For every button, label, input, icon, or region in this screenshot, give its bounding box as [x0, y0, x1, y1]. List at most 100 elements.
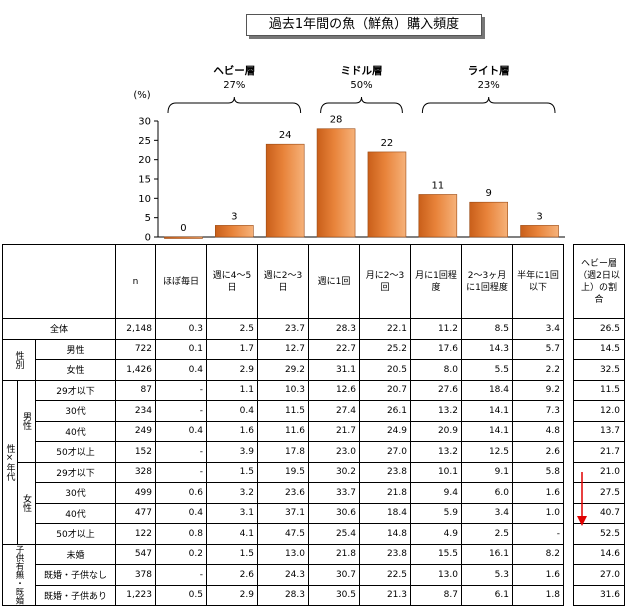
heavy-ratio-table: ヘビー層（週2日以上）の割合 26.5 14.5 32.5 11.5 12.0 13.7 2…	[573, 244, 625, 606]
cell-value: 17.6	[410, 338, 462, 360]
cell-value: 14.1	[461, 420, 513, 442]
group-percent: 27%	[223, 80, 245, 91]
cell-heavy: 11.5	[573, 379, 625, 401]
cell-value: 15.5	[410, 543, 462, 565]
cell-value: 14.1	[461, 400, 513, 422]
cell-value: -	[155, 379, 207, 401]
cell-value: 33.7	[308, 482, 360, 504]
cell-value: 23.8	[359, 461, 411, 483]
row-label: 既婚・子供あり	[35, 584, 116, 606]
table-row: 40代 477 0.4 3.1 37.1 30.6 18.4 5.9 3.4 1.0	[3, 502, 564, 524]
bar	[316, 128, 356, 238]
cell-value: 23.8	[359, 543, 411, 565]
table-row: 全体 2,148 0.3 2.5 23.7 28.3 22.1 11.2 8.5 3.4	[2, 318, 564, 340]
table-row: 50才以上 152-3.9 17.8 23.0 27.0 13.2 12.5 2.6	[3, 441, 564, 463]
row-label: 50才以上	[35, 523, 116, 545]
cell-value: -	[155, 400, 207, 422]
header-col: 月に2～3回	[359, 244, 411, 319]
group-name: ライト層	[468, 65, 510, 77]
cell-value: 14.8	[359, 523, 411, 545]
cell-heavy: 14.6	[573, 543, 625, 565]
cell-value: 8.5	[461, 318, 513, 340]
cell-value: 9.1	[461, 461, 513, 483]
cell-value: 13.2	[410, 441, 462, 463]
data-label: 3	[536, 211, 542, 222]
cell-value: 4.9	[410, 523, 462, 545]
cell-n: 122	[115, 523, 156, 545]
heavy-row: 11.5	[573, 379, 625, 401]
cell-value: 2.6	[206, 564, 258, 586]
bar	[469, 201, 508, 238]
heavy-row: 12.0	[573, 400, 625, 422]
cell-value: 1.5	[206, 543, 258, 565]
cell-value: -	[512, 523, 564, 545]
data-label: 24	[279, 130, 292, 141]
cell-value: 27.6	[410, 379, 462, 401]
data-label: 9	[486, 188, 492, 199]
group-label-sex: 性別	[2, 338, 36, 381]
cell-value: 3.4	[512, 318, 564, 340]
group-bracket	[421, 96, 556, 114]
cell-value: 10.1	[410, 461, 462, 483]
chart-title: 過去1年間の魚（鮮魚）購入頻度	[246, 14, 482, 36]
data-label: 28	[330, 115, 343, 126]
row-label: 40代	[35, 502, 116, 524]
cell-value: 37.1	[257, 502, 309, 524]
cell-value: -	[155, 564, 207, 586]
cell-value: 2.2	[512, 359, 564, 381]
cell-value: 0.4	[155, 359, 207, 381]
heavy-row: 14.6	[573, 543, 625, 565]
bar-chart: 0 5 10 15 20 25 30 (%) 0 3 24 28 22 11 9 3 ヘビー層 27% ミドル層 50…	[133, 64, 565, 244]
cell-value: 31.1	[308, 359, 360, 381]
cell-value: 14.3	[461, 338, 513, 360]
cell-value: 3.4	[461, 502, 513, 524]
cell-value: 29.2	[257, 359, 309, 381]
cell-value: 12.5	[461, 441, 513, 463]
group-name: ミドル層	[341, 65, 383, 77]
group-label-child: 子供有無・既婚	[2, 543, 36, 606]
cell-value: 23.7	[257, 318, 309, 340]
table-row: 既婚・子供なし 378-2.6 24.3 30.7 22.5 13.0 5.3 1.6	[3, 564, 564, 586]
row-label: 30代	[35, 400, 116, 422]
down-arrow-icon	[577, 472, 587, 526]
table-row: 女性 1,426 0.4 2.9 29.2 31.1 20.5 8.0 5.5 2.2	[3, 359, 564, 381]
cell-heavy: 21.7	[573, 441, 625, 463]
cell-n: 328	[115, 461, 156, 483]
y-tick-label: 10	[138, 194, 151, 205]
cell-n: 234	[115, 400, 156, 422]
cell-value: 5.3	[461, 564, 513, 586]
row-label: 29才以下	[35, 379, 116, 401]
bar	[520, 225, 559, 238]
table-row: 50才以上 122 0.8 4.1 47.5 25.4 14.8 4.9 2.5-	[3, 523, 564, 545]
data-label: 0	[180, 223, 186, 234]
group-name: ヘビー層	[213, 64, 255, 77]
cell-value: 30.7	[308, 564, 360, 586]
heavy-row: 27.0	[573, 564, 625, 586]
cell-value: 13.0	[410, 564, 462, 586]
row-label: 50才以上	[35, 441, 116, 463]
cell-n: 2,148	[115, 318, 156, 340]
cell-heavy: 27.0	[573, 564, 625, 586]
cell-value: 26.1	[359, 400, 411, 422]
row-label: 女性	[35, 359, 116, 381]
cell-value: 22.7	[308, 338, 360, 360]
y-tick-label: 15	[138, 175, 151, 186]
header-col: 半年に1回以下	[512, 244, 564, 319]
cell-value: 1.6	[206, 420, 258, 442]
cell-value: 2.5	[206, 318, 258, 340]
cell-value: 3.2	[206, 482, 258, 504]
header-col: 週に4～5日	[206, 244, 258, 319]
cell-value: 30.5	[308, 584, 360, 606]
cell-value: 2.6	[512, 441, 564, 463]
cell-value: 18.4	[359, 502, 411, 524]
cell-value: 20.5	[359, 359, 411, 381]
cell-value: 0.6	[155, 482, 207, 504]
bar	[215, 225, 254, 238]
cell-n: 499	[115, 482, 156, 504]
cell-value: 20.9	[410, 420, 462, 442]
cell-value: 5.9	[410, 502, 462, 524]
table-row: 性×年代 男性 女性 29才以下 87-1.1 10.3 12.6 20.7 27.6 18.4 9…	[2, 379, 564, 545]
cell-n: 378	[115, 564, 156, 586]
cell-value: 22.1	[359, 318, 411, 340]
cell-value: 6.0	[461, 482, 513, 504]
